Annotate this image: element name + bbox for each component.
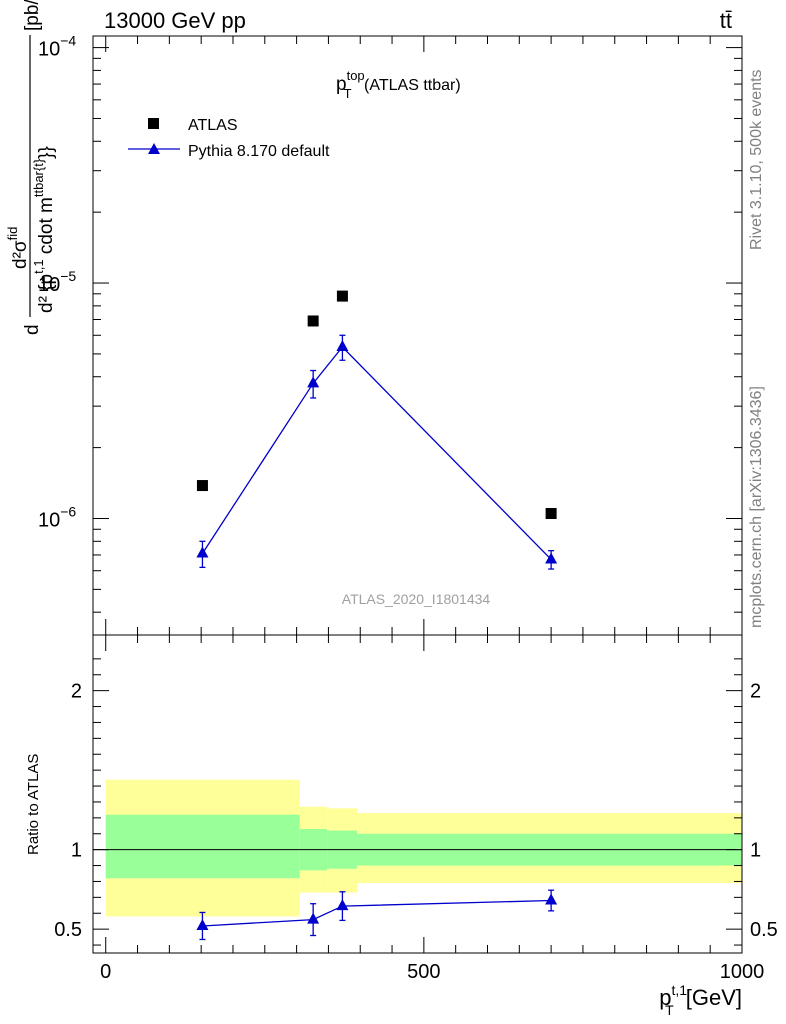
y-label-denominator-mid: cdot m	[36, 197, 57, 259]
atlas-point	[307, 315, 319, 327]
atlas-point	[545, 507, 557, 519]
ratio-pythia-point	[336, 899, 349, 911]
ratio-y-tick-label-left: 1	[71, 840, 82, 862]
pythia-point	[307, 376, 320, 388]
ratio-y-tick-label-right: 2	[750, 681, 761, 703]
y-label-numerator-main: d²σ	[10, 240, 31, 269]
x-label-units: [GeV]	[680, 985, 742, 1010]
ratio-axis-ticks	[93, 635, 743, 953]
main-y-tick-exponent: −4	[60, 33, 76, 49]
ratio-uncertainty-bands	[93, 779, 742, 917]
rivet-version-label: Rivet 3.1.10, 500k events	[748, 69, 765, 250]
ratio-y-tick-label-right: 1	[750, 840, 761, 862]
main-y-tick-label: 10−4	[38, 33, 76, 61]
ratio-pythia-point	[545, 893, 558, 905]
y-label-denominator-sup: t,1	[31, 259, 46, 273]
y-label-denominator-main: d² {p	[36, 274, 57, 313]
x-axis-label: pt,1 T [GeV]	[659, 982, 742, 1018]
mcplots-site-label: mcplots.cern.ch [arXiv:1306.3436]	[748, 386, 765, 628]
y-label-numerator: d²σfid	[5, 227, 31, 269]
main-y-tick-base: 10	[38, 274, 60, 296]
main-series-layer	[196, 290, 558, 570]
pythia-point	[336, 339, 349, 351]
y-label-units: [pb/GeV²]	[22, 0, 43, 31]
main-y-tick-label: 10−6	[38, 503, 76, 531]
plot-title: ptop T (ATLAS ttbar)	[336, 68, 461, 101]
y-label-prefix: d	[22, 324, 43, 335]
legend-pythia-label: Pythia 8.170 default	[188, 143, 330, 160]
main-y-axis-label: d d²σfid d² {pt,1 cdot mttbar{t}}} [pb/G…	[5, 0, 57, 335]
x-label-main: p	[659, 985, 671, 1010]
main-y-tick-base: 10	[38, 39, 60, 61]
x-tick-label: 0	[100, 961, 111, 983]
ratio-y-tick-label-right: 0.5	[750, 919, 778, 941]
ratio-pythia-point	[196, 918, 209, 930]
main-y-tick-exponent: −6	[60, 503, 76, 519]
main-y-tick-labels: 10−610−510−4	[38, 33, 76, 532]
legend: ATLAS Pythia 8.170 default	[128, 117, 330, 160]
ratio-band-green	[105, 814, 300, 879]
ratio-y-tick-label-left: 0.5	[54, 919, 82, 941]
y-label-denominator: d² {pt,1 cdot mttbar{t}}}	[31, 146, 57, 313]
x-label-sub: T	[665, 1002, 674, 1018]
ratio-series-layer	[196, 889, 558, 941]
ratio-y-tick-label-left: 2	[71, 681, 82, 703]
legend-atlas-marker	[148, 118, 159, 129]
main-axis-ticks	[93, 36, 743, 635]
ratio-tick-labels: 0.5 0.5 1 1 2 2 0 500 1000	[54, 681, 778, 983]
ratio-pythia-point	[307, 912, 320, 924]
pythia-point	[196, 546, 209, 558]
main-y-tick-label: 10−5	[38, 268, 76, 296]
y-label-denominator-tail: }}	[36, 146, 57, 159]
energy-label: 13000 GeV pp	[104, 8, 246, 33]
y-label-numerator-sup: fid	[5, 227, 20, 241]
x-label-sup: t,1	[672, 982, 688, 998]
plot-title-tail: (ATLAS ttbar)	[360, 77, 461, 94]
ratio-y-axis-label: Ratio to ATLAS	[25, 754, 42, 855]
pythia-point	[545, 552, 558, 564]
x-tick-label: 1000	[720, 961, 765, 983]
ratio-pythia-line	[202, 899, 552, 927]
process-label: tt̄	[720, 8, 732, 33]
plot-watermark: ATLAS_2020_I1801434	[342, 591, 491, 607]
y-label-denominator-sup2: ttbar{t}	[31, 158, 46, 197]
ratio-plot-frame	[92, 634, 743, 954]
ratio-plot-panel: 0.5 0.5 1 1 2 2 0 500 1000 Ratio to ATLAS pt,1 T …	[25, 634, 778, 1018]
legend-pythia-marker	[148, 143, 160, 154]
legend-atlas-label: ATLAS	[188, 117, 238, 134]
x-tick-label: 500	[407, 961, 440, 983]
atlas-point	[196, 480, 208, 492]
pythia-line	[201, 346, 552, 560]
plot-title-main: p	[336, 74, 347, 95]
plot-title-sup: top	[347, 68, 365, 83]
atlas-point	[336, 290, 348, 302]
main-plot-panel: 10−610−510−4 ATLAS_2020_I1801434 ptop T (…	[5, 0, 743, 636]
plot-title-sub: T	[344, 86, 352, 101]
main-y-tick-exponent: −5	[60, 268, 76, 284]
main-y-tick-base: 10	[38, 509, 60, 531]
